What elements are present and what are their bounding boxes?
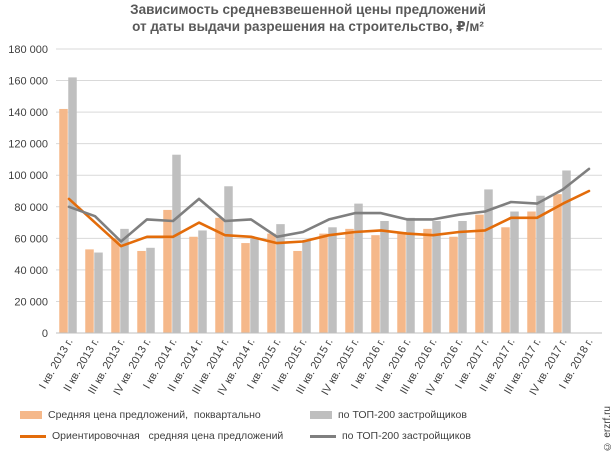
legend-item-bar-top200: по ТОП-200 застройщиков [310, 409, 467, 421]
legend-label-bar-top200: по ТОП-200 застройщиков [338, 409, 467, 421]
legend-swatch-bar-avg [20, 411, 42, 419]
bar-top200-price [276, 224, 285, 333]
legend-label-line-avg: Ориентировочная средняя цена предложений [52, 430, 284, 442]
bar-top200-price [328, 227, 337, 333]
chart-title-line2: от даты выдачи разрешения на строительст… [132, 19, 484, 34]
bar-top200-price [432, 220, 441, 333]
bar-top200-price [172, 154, 181, 333]
bar-avg-price [85, 249, 94, 333]
y-tick-label: 180 000 [8, 44, 48, 56]
bar-avg-price [345, 228, 354, 333]
legend-swatch-line-top200 [310, 434, 336, 438]
bar-avg-price [319, 233, 328, 333]
bar-avg-price [501, 227, 510, 333]
watermark: © erzrf.ru [602, 405, 613, 451]
y-tick-label: 140 000 [8, 107, 48, 119]
y-tick-label: 60 000 [14, 233, 48, 245]
chart-title: Зависимость средневзвешенной цены предло… [0, 1, 616, 35]
bar-top200-price [562, 170, 571, 333]
bar-avg-price [397, 232, 406, 333]
bar-avg-price [241, 243, 250, 333]
legend-item-line-top200: по ТОП-200 застройщиков [310, 430, 471, 442]
y-tick-label: 40 000 [14, 265, 48, 277]
bar-avg-price [423, 228, 432, 333]
bar-top200-price [302, 239, 311, 333]
legend-item-bar-avg: Средняя цена предложений, поквартально [20, 409, 261, 421]
bar-avg-price [449, 236, 458, 333]
bar-top200-price [224, 186, 233, 333]
bar-top200-price [380, 220, 389, 333]
bar-avg-price [59, 108, 68, 333]
legend-label-line-top200: по ТОП-200 застройщиков [342, 430, 471, 442]
bar-avg-price [163, 209, 172, 333]
legend-label-bar-avg: Средняя цена предложений, поквартально [48, 409, 261, 421]
bar-top200-price [146, 247, 155, 333]
bar-top200-price [484, 189, 493, 333]
x-axis: I кв. 2013 г.II кв. 2013 г.III кв. 2013 … [37, 337, 595, 398]
y-tick-label: 80 000 [14, 202, 48, 214]
bar-top200-price [120, 228, 129, 333]
bar-avg-price [293, 250, 302, 333]
bars [59, 77, 571, 334]
legend-swatch-line-avg [20, 434, 46, 438]
bar-avg-price [189, 236, 198, 333]
y-tick-label: 20 000 [14, 296, 48, 308]
bar-top200-price [406, 217, 415, 333]
bar-avg-price [371, 235, 380, 333]
bar-top200-price [68, 77, 77, 334]
y-tick-label: 160 000 [8, 76, 48, 88]
legend-swatch-bar-top200 [310, 411, 332, 419]
bar-top200-price [250, 238, 259, 333]
bar-top200-price [94, 252, 103, 333]
y-tick-label: 100 000 [8, 170, 48, 182]
bar-avg-price [215, 217, 224, 333]
bar-top200-price [510, 211, 519, 333]
bar-top200-price [458, 220, 467, 333]
line-avg-price [67, 189, 591, 248]
bar-avg-price [475, 214, 484, 333]
bar-avg-price [553, 194, 562, 333]
y-tick-label: 120 000 [8, 139, 48, 151]
line-top200-price [67, 167, 591, 243]
bar-avg-price [527, 211, 536, 333]
bar-avg-price [137, 250, 146, 333]
bar-top200-price [536, 195, 545, 333]
bar-avg-price [111, 238, 120, 333]
legend-item-line-avg: Ориентировочная средняя цена предложений [20, 430, 283, 442]
bar-top200-price [198, 230, 207, 333]
bar-avg-price [267, 233, 276, 333]
bar-top200-price [354, 203, 363, 333]
chart-title-line1: Зависимость средневзвешенной цены предло… [130, 2, 486, 17]
y-tick-label: 0 [42, 328, 48, 340]
